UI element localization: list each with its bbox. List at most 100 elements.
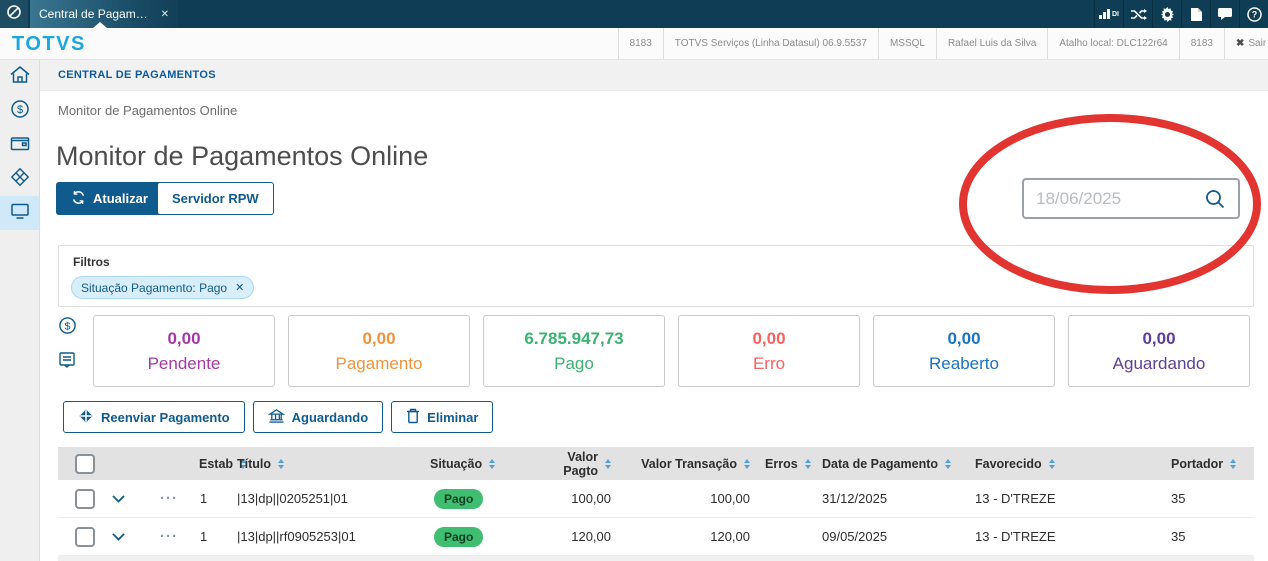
atualizar-button[interactable]: Atualizar xyxy=(56,182,163,215)
help-icon[interactable]: ? xyxy=(1239,0,1268,28)
table-header-row: Estab Título Situação Valor Pagto Valor … xyxy=(58,447,1254,480)
gear-icon[interactable] xyxy=(1152,0,1181,28)
sort-icon xyxy=(489,458,496,469)
session-database: MSSQL xyxy=(877,28,936,59)
prohibition-circle-icon xyxy=(6,4,22,25)
diamond-grid-icon xyxy=(10,167,30,192)
cell-estab: 1 xyxy=(200,529,208,544)
main-menu-button[interactable] xyxy=(0,0,28,28)
summary-dollar-icon: $ xyxy=(58,316,77,335)
payments-table: Estab Título Situação Valor Pagto Valor … xyxy=(58,447,1254,561)
reenviar-pagamento-button[interactable]: Reenviar Pagamento xyxy=(63,401,245,433)
col-valor-pagto[interactable]: Valor Pagto xyxy=(530,450,618,478)
sort-icon xyxy=(1230,458,1237,469)
svg-text:?: ? xyxy=(1251,9,1257,19)
svg-text:$: $ xyxy=(16,104,22,116)
sidebar-item-carteira[interactable] xyxy=(0,128,39,162)
topbar-icon-group: DI ? xyxy=(1094,0,1268,28)
row-menu-icon[interactable]: ··· xyxy=(160,490,178,507)
session-code-2: 8183 xyxy=(1178,28,1224,59)
cell-estab: 1 xyxy=(200,491,208,506)
page-title: Monitor de Pagamentos Online xyxy=(56,141,429,171)
sidebar-item-financeiro[interactable]: $ xyxy=(0,94,39,128)
table-actions: Reenviar Pagamento Aguardando Eliminar xyxy=(63,401,494,433)
session-company-code: 8183 xyxy=(617,28,663,59)
breadcrumb: Monitor de Pagamentos Online xyxy=(58,103,238,118)
sort-icon xyxy=(1048,458,1055,469)
chevron-down-icon[interactable] xyxy=(112,532,150,541)
col-situacao[interactable]: Situação xyxy=(423,457,530,471)
sort-icon xyxy=(804,458,811,469)
diamond-icon xyxy=(78,408,94,427)
cell-valor-pagto: 120,00 xyxy=(571,529,611,544)
sidebar-item-monitor[interactable] xyxy=(0,196,39,230)
table-bottom-strip xyxy=(58,556,1254,561)
col-erros[interactable]: Erros xyxy=(758,457,820,471)
app-header: TOTVS 8183 TOTVS Serviços (Linha Datasul… xyxy=(0,28,1268,60)
filters-panel: Filtros Situação Pagamento: Pago ✕ xyxy=(58,245,1254,307)
cell-data-pagamento: 31/12/2025 xyxy=(822,491,888,506)
table-row: ··· 1 |13|dp||0205251|01 Pago 100,00 100… xyxy=(58,480,1254,518)
svg-text:$: $ xyxy=(65,321,71,332)
totvs-logo: TOTVS xyxy=(12,33,86,55)
date-input[interactable] xyxy=(1036,188,1196,209)
logout-button[interactable]: ✖ Sair xyxy=(1224,28,1268,59)
chart-di-icon[interactable]: DI xyxy=(1094,0,1123,28)
eliminar-button[interactable]: Eliminar xyxy=(391,401,494,433)
servidor-rpw-button[interactable]: Servidor RPW xyxy=(157,182,274,215)
sidebar-item-home[interactable] xyxy=(0,60,39,94)
sort-icon xyxy=(744,458,750,469)
chat-icon[interactable] xyxy=(1210,0,1239,28)
aguardando-button[interactable]: Aguardando xyxy=(252,401,384,433)
shuffle-icon[interactable] xyxy=(1123,0,1152,28)
tab-close-icon[interactable]: ✕ xyxy=(160,8,169,20)
card-aguardando[interactable]: 0,00 Aguardando xyxy=(1068,315,1250,387)
card-pago[interactable]: 6.785.947,73 Pago xyxy=(483,315,665,387)
sort-icon xyxy=(605,458,611,469)
wallet-icon xyxy=(10,135,30,156)
col-portador[interactable]: Portador xyxy=(1145,457,1254,471)
row-checkbox[interactable] xyxy=(75,526,95,547)
cell-data-pagamento: 09/05/2025 xyxy=(822,529,888,544)
select-all-checkbox[interactable] xyxy=(75,453,95,474)
logout-x-icon: ✖ xyxy=(1236,38,1245,49)
tab-title: Central de Pagamento xyxy=(39,7,153,21)
cell-titulo: |13|dp||0205251|01 xyxy=(237,491,348,506)
search-icon[interactable] xyxy=(1204,188,1226,210)
monitor-icon xyxy=(10,202,30,225)
top-bar: Central de Pagamento ✕ DI ? xyxy=(0,0,1268,28)
date-filter-field[interactable] xyxy=(1022,178,1240,219)
card-pendente[interactable]: 0,00 Pendente xyxy=(93,315,275,387)
chevron-down-icon[interactable] xyxy=(112,494,150,503)
dollar-circle-icon: $ xyxy=(10,99,30,124)
card-reaberto[interactable]: 0,00 Reaberto xyxy=(873,315,1055,387)
filters-label: Filtros xyxy=(73,255,110,269)
cell-titulo: |13|dp||rf0905253|01 xyxy=(237,529,356,544)
card-erro[interactable]: 0,00 Erro xyxy=(678,315,860,387)
session-shortcut: Atalho local: DLC122r64 xyxy=(1047,28,1178,59)
sort-icon xyxy=(240,458,247,469)
cell-portador: 35 xyxy=(1171,491,1186,506)
card-pagamento[interactable]: 0,00 Pagamento xyxy=(288,315,470,387)
cell-valor-transacao: 100,00 xyxy=(710,491,750,506)
col-data-pagamento[interactable]: Data de Pagamento xyxy=(820,457,975,471)
status-badge: Pago xyxy=(434,526,484,547)
row-checkbox[interactable] xyxy=(75,488,95,509)
filter-tag-close-icon[interactable]: ✕ xyxy=(235,282,245,294)
filter-tag-situacao-pago: Situação Pagamento: Pago ✕ xyxy=(71,276,255,299)
module-title-bar: CENTRAL DE PAGAMENTOS xyxy=(40,60,1268,91)
col-titulo[interactable]: Título xyxy=(230,457,423,471)
summary-statement-icon xyxy=(58,351,76,369)
logout-label: Sair xyxy=(1248,38,1267,49)
col-valor-transacao[interactable]: Valor Transação xyxy=(618,457,758,471)
bank-icon xyxy=(267,408,285,427)
session-info-bar: 8183 TOTVS Serviços (Linha Datasul) 06.9… xyxy=(617,28,1268,59)
col-estab[interactable]: Estab xyxy=(192,457,247,471)
cell-valor-pagto: 100,00 xyxy=(571,491,611,506)
row-menu-icon[interactable]: ··· xyxy=(160,528,178,545)
sidebar-item-integracoes[interactable] xyxy=(0,162,39,196)
document-icon[interactable] xyxy=(1181,0,1210,28)
cell-portador: 35 xyxy=(1171,529,1186,544)
col-favorecido[interactable]: Favorecido xyxy=(975,457,1145,471)
